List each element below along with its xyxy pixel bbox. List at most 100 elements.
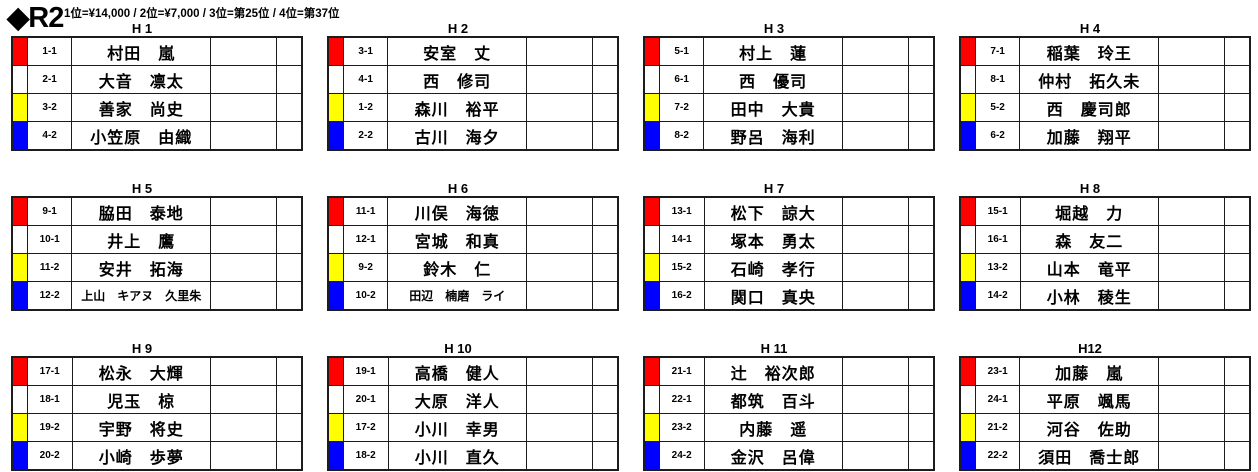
score-cell-empty [1157, 36, 1226, 66]
competitor-name: 辻 裕次郎 [703, 356, 843, 386]
seed-number: 3-1 [342, 36, 389, 66]
place-cell-empty [276, 356, 303, 386]
heat-row: 20-2 小崎 歩夢 [11, 441, 303, 471]
heat-table: 19-1 高橋 健人 20-1 大原 洋人 17-2 小川 幸男 18-2 小川 直久 [327, 356, 619, 471]
heat-block: H 8 15-1 堀越 力 16-1 森 友二 13-2 山本 竜平 14-2 小林 稜生 [959, 181, 1251, 311]
seed-number: 15-1 [974, 196, 1021, 226]
place-cell-empty [592, 225, 619, 254]
place-cell-empty [276, 36, 303, 66]
seed-number: 4-1 [342, 65, 389, 94]
score-cell-empty [841, 253, 910, 282]
competitor-name: 関口 真央 [703, 281, 843, 311]
score-cell-empty [841, 356, 910, 386]
heat-row: 4-1 西 修司 [327, 65, 619, 94]
place-cell-empty [908, 121, 935, 151]
score-cell-empty [841, 385, 910, 414]
seed-number: 23-1 [974, 356, 1021, 386]
seed-number: 6-2 [974, 121, 1021, 151]
score-cell-empty [841, 441, 910, 471]
heat-title: H 4 [1079, 21, 1101, 36]
place-cell-empty [276, 253, 303, 282]
blue-swatch-cell [327, 121, 344, 151]
place-cell-empty [276, 225, 303, 254]
heat-row: 8-2 野呂 海利 [643, 121, 935, 151]
score-cell-empty [841, 121, 910, 151]
white-swatch-cell [959, 225, 976, 254]
seed-number: 24-2 [658, 441, 705, 471]
place-cell-empty [908, 441, 935, 471]
place-cell-empty [1224, 65, 1251, 94]
competitor-name: 金沢 呂偉 [703, 441, 843, 471]
heat-row: 1-1 村田 嵐 [11, 36, 303, 66]
score-cell-empty [1158, 441, 1226, 471]
competitor-name: 村上 蓮 [703, 36, 843, 66]
score-cell-empty [525, 93, 594, 122]
yellow-swatch-cell [959, 253, 976, 282]
competitor-name: 安井 拓海 [71, 253, 212, 282]
heat-row: 4-2 小笠原 由織 [11, 121, 303, 151]
red-swatch-cell [11, 356, 28, 386]
place-cell-empty [1224, 281, 1251, 311]
blue-swatch-cell [327, 281, 344, 311]
competitor-name: 大音 凛太 [71, 65, 211, 94]
score-cell-empty [1157, 196, 1226, 226]
place-cell-empty [908, 36, 935, 66]
heat-row: 8-1 仲村 拓久未 [959, 65, 1251, 94]
place-cell-empty [592, 385, 619, 414]
score-cell-empty [210, 253, 278, 282]
competitor-name: 河谷 佐助 [1019, 413, 1160, 442]
place-cell-empty [276, 441, 303, 471]
score-cell-empty [1158, 413, 1226, 442]
place-cell-empty [1224, 121, 1251, 151]
score-cell-empty [1158, 356, 1226, 386]
competitor-name: 西 修司 [387, 65, 527, 94]
score-cell-empty [841, 225, 910, 254]
competitor-name: 平原 颯馬 [1019, 385, 1160, 414]
heat-row: 17-2 小川 幸男 [327, 413, 619, 442]
yellow-swatch-cell [327, 93, 344, 122]
heat-row: 7-1 稲葉 玲王 [959, 36, 1251, 66]
red-swatch-cell [11, 196, 28, 226]
place-cell-empty [1224, 441, 1251, 471]
seed-number: 6-1 [658, 65, 705, 94]
heat-row: 17-1 松永 大輝 [11, 356, 303, 386]
seed-number: 12-1 [342, 225, 389, 254]
seed-number: 1-2 [342, 93, 389, 122]
score-cell-empty [1157, 253, 1226, 282]
seed-number: 7-2 [658, 93, 705, 122]
blue-swatch-cell [11, 121, 28, 151]
heat-title: H 3 [763, 21, 785, 36]
heat-block: H 5 9-1 脇田 泰地 10-1 井上 鷹 11-2 安井 拓海 12-2 上山 キアヌ … [11, 181, 303, 311]
competitor-name: 須田 喬士郎 [1019, 441, 1160, 471]
white-swatch-cell [327, 225, 344, 254]
heat-title: H 2 [447, 21, 469, 36]
heat-row: 14-1 塚本 勇太 [643, 225, 935, 254]
seed-number: 14-1 [658, 225, 705, 254]
heats-grid: H 1 1-1 村田 嵐 2-1 大音 凛太 3-2 善家 尚史 4-2 小笠原 由織 H 2… [11, 21, 1251, 471]
heat-table: 15-1 堀越 力 16-1 森 友二 13-2 山本 竜平 14-2 小林 稜生 [959, 196, 1251, 311]
place-cell-empty [908, 93, 935, 122]
white-swatch-cell [959, 65, 976, 94]
seed-number: 10-2 [342, 281, 389, 311]
place-cell-empty [276, 281, 303, 311]
heat-table: 11-1 川俣 海徳 12-1 宮城 和真 9-2 鈴木 仁 10-2 田辺 楠磨 ライ [327, 196, 619, 311]
competitor-name: 仲村 拓久未 [1019, 65, 1159, 94]
seed-number: 11-1 [342, 196, 389, 226]
seed-number: 13-2 [974, 253, 1021, 282]
competitor-name: 西 慶司郎 [1019, 93, 1159, 122]
heat-row: 10-1 井上 鷹 [11, 225, 303, 254]
score-cell-empty [525, 441, 594, 471]
place-cell-empty [1224, 93, 1251, 122]
seed-number: 16-1 [974, 225, 1021, 254]
blue-swatch-cell [643, 441, 660, 471]
heat-title: H 10 [444, 341, 472, 356]
heat-row: 6-2 加藤 翔平 [959, 121, 1251, 151]
competitor-name: 石崎 孝行 [703, 253, 843, 282]
blue-swatch-cell [643, 121, 660, 151]
seed-number: 4-2 [26, 121, 73, 151]
heat-row: 14-2 小林 稜生 [959, 281, 1251, 311]
heat-row: 19-1 高橋 健人 [327, 356, 619, 386]
red-swatch-cell [11, 36, 28, 66]
score-cell-empty [210, 281, 278, 311]
competitor-name: 宮城 和真 [387, 225, 527, 254]
